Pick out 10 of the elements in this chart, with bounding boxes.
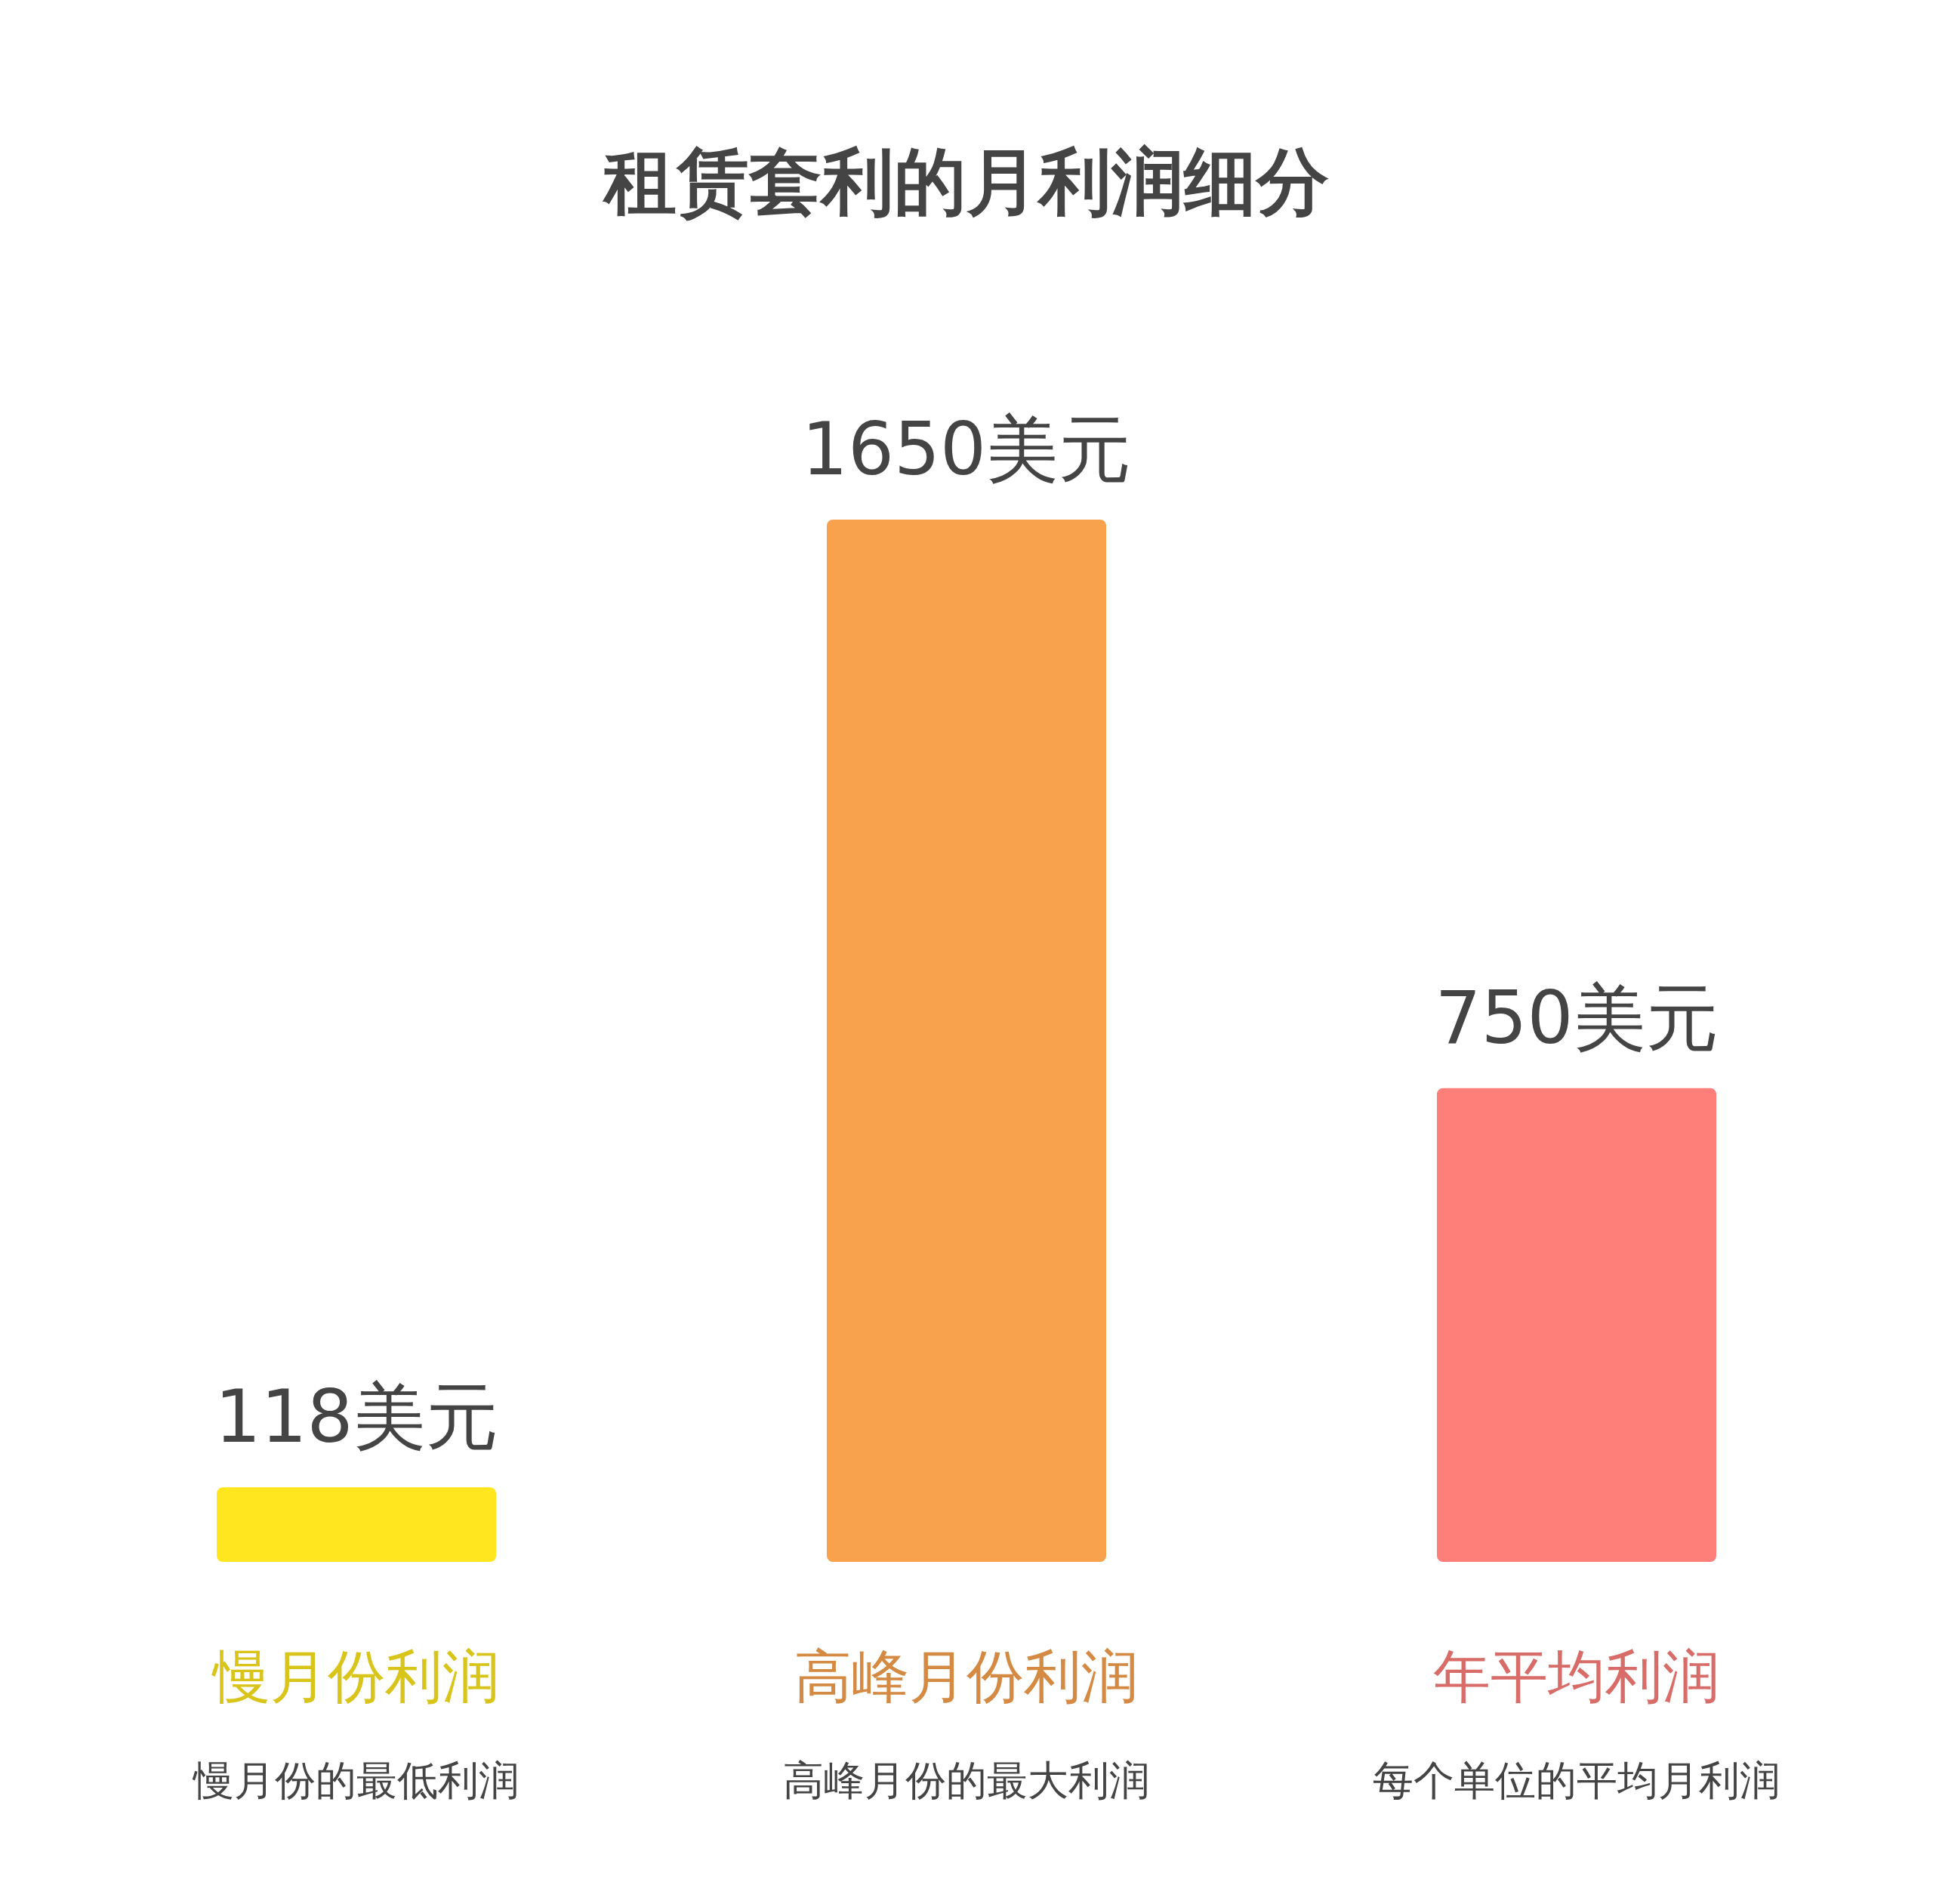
data-label: 118美元 xyxy=(214,1375,498,1460)
data-label: 1650美元 xyxy=(801,407,1132,492)
text: 慢月份的最低利润 xyxy=(192,1757,519,1804)
chart-title: 租赁套利的月利润细分 xyxy=(602,139,1330,226)
x-tick-label: 年平均利润 xyxy=(1433,1643,1720,1710)
text: 每个单位的平均月利润 xyxy=(1373,1757,1780,1804)
x-tick-label: 慢月份利润 xyxy=(211,1643,500,1710)
data-label: 750美元 xyxy=(1435,975,1719,1060)
x-tick-label: 高峰月份利润 xyxy=(794,1643,1139,1710)
text: 高峰月份的最大利润 xyxy=(783,1757,1150,1804)
